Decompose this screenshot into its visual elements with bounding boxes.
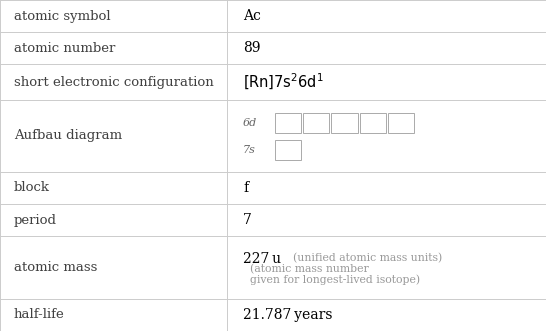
Text: 21.787 years: 21.787 years xyxy=(243,308,333,322)
Text: half-life: half-life xyxy=(14,308,64,321)
Bar xyxy=(0,100,546,172)
Bar xyxy=(0,0,546,32)
Text: atomic symbol: atomic symbol xyxy=(14,10,110,23)
Bar xyxy=(303,113,329,133)
Text: f: f xyxy=(243,181,248,195)
Bar xyxy=(331,113,358,133)
Text: $\mathregular{[Rn]7s^{2}6d^{1}}$: $\mathregular{[Rn]7s^{2}6d^{1}}$ xyxy=(243,72,324,92)
Bar xyxy=(0,204,546,236)
Bar xyxy=(275,113,301,133)
Bar xyxy=(388,113,414,133)
Bar xyxy=(275,140,301,160)
Text: 7s: 7s xyxy=(243,145,256,155)
Text: atomic mass: atomic mass xyxy=(14,261,97,274)
Bar xyxy=(0,236,546,299)
Text: 89: 89 xyxy=(243,41,260,55)
Bar xyxy=(360,113,386,133)
Text: period: period xyxy=(14,213,57,227)
Text: atomic number: atomic number xyxy=(14,42,115,55)
Text: 7: 7 xyxy=(243,213,252,227)
Text: Ac: Ac xyxy=(243,9,261,23)
Bar xyxy=(0,32,546,65)
Text: 227 u: 227 u xyxy=(243,252,281,265)
Text: Aufbau diagram: Aufbau diagram xyxy=(14,129,122,142)
Bar xyxy=(0,299,546,331)
Bar xyxy=(0,172,546,204)
Text: short electronic configuration: short electronic configuration xyxy=(14,76,213,89)
Text: (unified atomic mass units): (unified atomic mass units) xyxy=(293,254,442,264)
Bar xyxy=(0,65,546,100)
Text: given for longest-lived isotope): given for longest-lived isotope) xyxy=(250,274,420,285)
Text: (atomic mass number: (atomic mass number xyxy=(250,264,368,275)
Text: block: block xyxy=(14,181,50,194)
Text: 6d: 6d xyxy=(243,118,257,128)
